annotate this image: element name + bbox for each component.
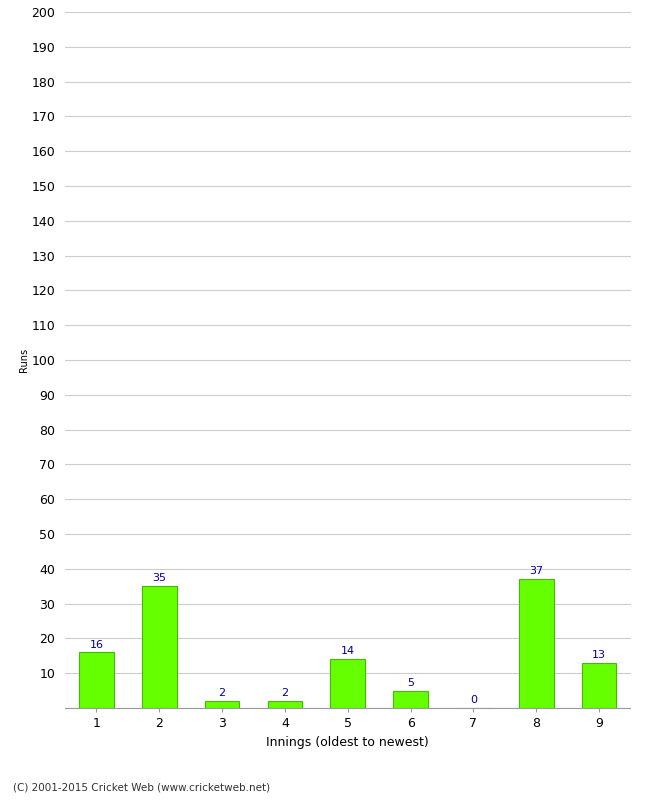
Bar [142,586,177,708]
Text: 2: 2 [218,688,226,698]
X-axis label: Innings (oldest to newest): Innings (oldest to newest) [266,735,429,749]
Text: 0: 0 [470,695,477,706]
Bar [205,701,239,708]
Text: (C) 2001-2015 Cricket Web (www.cricketweb.net): (C) 2001-2015 Cricket Web (www.cricketwe… [13,782,270,792]
Text: 2: 2 [281,688,289,698]
Y-axis label: Runs: Runs [19,348,29,372]
Bar [582,662,616,708]
Text: 16: 16 [90,639,103,650]
Bar [330,659,365,708]
Bar [79,652,114,708]
Text: 35: 35 [152,574,166,583]
Text: 14: 14 [341,646,355,657]
Text: 37: 37 [529,566,543,577]
Bar [268,701,302,708]
Bar [519,579,554,708]
Bar [393,690,428,708]
Text: 5: 5 [407,678,414,688]
Text: 13: 13 [592,650,606,660]
